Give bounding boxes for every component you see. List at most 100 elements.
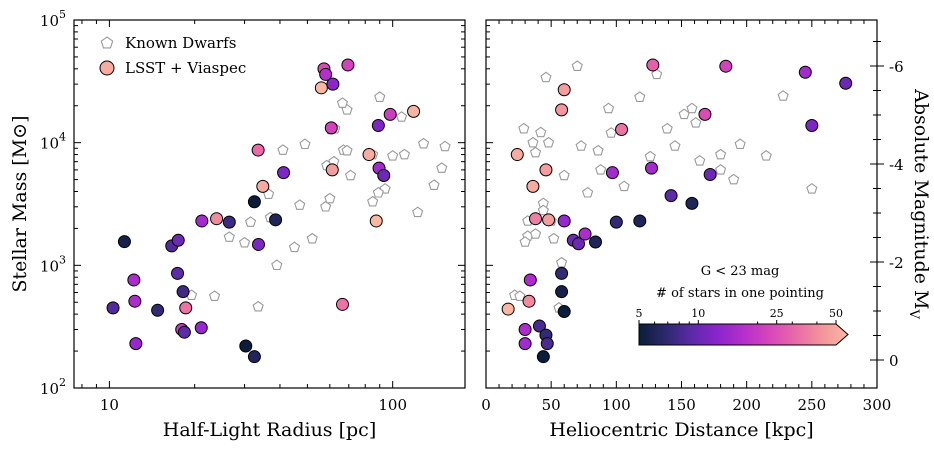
left-lsst-viaspec-point — [117, 235, 131, 249]
left-known-dwarf-point — [395, 111, 408, 122]
right-known-dwarf-point — [690, 117, 702, 128]
right-known-dwarf-point — [618, 180, 630, 192]
left-known-dwarf-point — [428, 179, 440, 190]
left-y-tick-label: 105 — [40, 8, 66, 30]
right-lsst-viaspec-point — [526, 179, 540, 193]
right-x-tick-label: 200 — [732, 396, 761, 414]
right-known-dwarf-point — [555, 256, 568, 268]
tick-base: 10 — [40, 12, 59, 30]
left-known-dwarf-point — [288, 241, 301, 253]
left-lsst-viaspec-point — [127, 273, 141, 287]
left-lsst-viaspec-point — [369, 214, 383, 228]
right-known-dwarf-point — [734, 138, 746, 150]
left-known-dwarf-point — [412, 206, 424, 218]
left-lsst-viaspec-point — [247, 195, 261, 209]
left-lsst-viaspec-point — [176, 285, 190, 299]
right-lsst-viaspec-point — [518, 337, 532, 351]
right-x-tick-label: 50 — [542, 396, 561, 414]
right-known-dwarf-point — [694, 155, 706, 166]
legend-label-known-dwarfs: Known Dwarfs — [125, 34, 236, 52]
left-lsst-viaspec-point — [210, 212, 224, 226]
right-mag-tick-label: 0 — [889, 352, 899, 370]
right-known-dwarf-point — [535, 126, 547, 138]
right-lsst-viaspec-point — [588, 235, 602, 249]
right-lsst-viaspec-point — [542, 213, 556, 227]
left-known-dwarf-point — [252, 300, 264, 312]
right-lsst-viaspec-point — [557, 214, 571, 228]
right-known-dwarf-point — [669, 140, 681, 151]
left-lsst-viaspec-point — [171, 233, 185, 247]
left-lsst-viaspec-point — [251, 143, 265, 157]
right-lsst-viaspec-point — [539, 163, 553, 177]
right-known-dwarf-point — [678, 108, 690, 120]
right-known-dwarf-point — [575, 140, 587, 151]
left-known-dwarf-point — [299, 138, 311, 150]
right-y-axis-label-main: Absolute Magnitude M — [910, 88, 932, 309]
left-known-dwarf-point — [208, 290, 221, 301]
left-lsst-viaspec-point — [319, 67, 333, 81]
left-y-tick-label: 104 — [40, 131, 66, 153]
right-known-dwarf-point — [595, 164, 607, 175]
right-tick-labels: 0 50 100 150 200 250 300 -6 -4 -2 0 — [481, 58, 903, 414]
right-x-tick-label: 250 — [798, 396, 827, 414]
left-known-dwarf-point — [244, 216, 257, 227]
right-known-dwarf-point — [527, 136, 539, 148]
right-lsst-viaspec-point — [578, 227, 592, 241]
left-lsst-viaspec-point — [371, 119, 385, 133]
right-lsst-viaspec-point — [572, 237, 586, 251]
right-known-dwarf-point — [760, 150, 772, 161]
tick-base: 10 — [40, 380, 59, 398]
left-plot-frame — [73, 19, 466, 389]
right-lsst-viaspec-point — [798, 65, 812, 79]
colorbar-tick-label: 50 — [829, 307, 843, 320]
left-lsst-viaspec-point — [377, 168, 391, 182]
right-known-dwarf-point — [518, 122, 530, 134]
right-x-axis-label: Heliocentric Distance [kpc] — [549, 419, 813, 441]
left-known-dwarf-point — [398, 148, 411, 160]
left-lsst-viaspec-point — [247, 350, 261, 364]
right-known-dwarf-point — [661, 122, 673, 134]
right-known-dwarf-point — [514, 290, 526, 301]
colorbar-title-line1: G < 23 mag — [701, 264, 780, 279]
right-known-dwarf-point — [529, 228, 542, 239]
left-x-axis-label: Half-Light Radius [pc] — [163, 419, 376, 441]
left-lsst-viaspec-point — [179, 301, 193, 315]
left-lsst-viaspec-point — [277, 166, 291, 180]
right-lsst-viaspec-point — [805, 119, 819, 133]
right-known-dwarf-point — [602, 102, 615, 114]
colorbar-tick-label: 5 — [636, 307, 643, 320]
tick-exponent: 5 — [59, 8, 66, 21]
right-known-dwarf-point — [806, 183, 818, 194]
right-lsst-viaspec-point — [510, 148, 524, 162]
right-lsst-viaspec-point — [698, 107, 712, 121]
right-known-dwarf-point — [777, 90, 789, 101]
left-known-dwarf-point — [374, 91, 386, 102]
left-lsst-viaspec-point — [362, 148, 376, 162]
right-known-dwarf-point — [540, 71, 552, 83]
left-lsst-viaspec-point — [341, 58, 355, 72]
right-lsst-viaspec-point — [523, 273, 537, 287]
right-lsst-viaspec-point — [615, 123, 629, 137]
left-axis-ticks — [74, 19, 465, 389]
right-lsst-viaspec-point — [703, 168, 717, 182]
tick-exponent: 3 — [59, 253, 66, 266]
right-lsst-viaspec-point — [609, 215, 623, 229]
left-lsst-viaspec-point — [128, 294, 142, 308]
right-lsst-viaspec-point — [633, 214, 647, 228]
right-x-tick-label: 300 — [863, 396, 892, 414]
right-panel-heliocentric-distance: 0 50 100 150 200 250 300 -6 -4 -2 0 Heliocentric D… — [481, 19, 932, 441]
left-known-dwarf-point — [320, 200, 332, 212]
right-x-tick-label: 0 — [481, 396, 491, 414]
left-lsst-viaspec-point — [222, 215, 236, 229]
right-lsst-viaspec-point — [719, 59, 733, 73]
colorbar-tick-label: 10 — [691, 307, 705, 320]
left-lsst-viaspec-point — [269, 213, 283, 227]
colorbar-tick-label: 25 — [770, 307, 784, 320]
left-lsst-viaspec-point — [326, 77, 340, 91]
left-known-dwarf-point — [439, 140, 451, 152]
right-known-dwarf-point — [605, 127, 617, 138]
left-known-dwarf-point — [306, 232, 318, 244]
right-lsst-viaspec-point — [685, 196, 699, 210]
